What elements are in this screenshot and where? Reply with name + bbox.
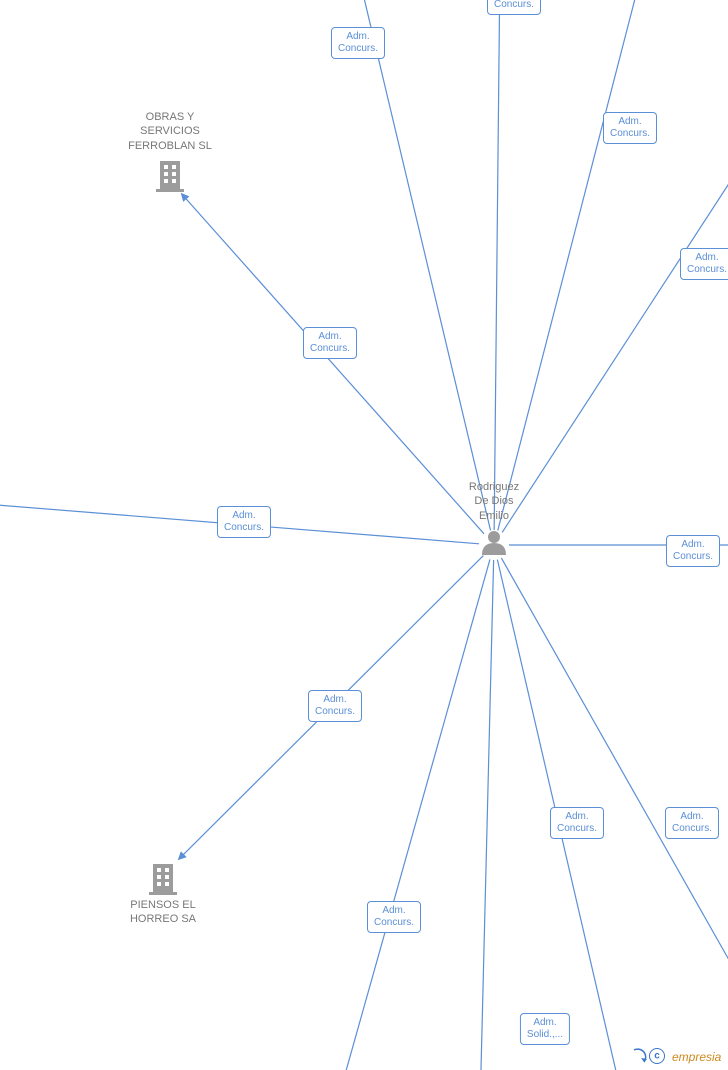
edge-label: Adm.Concurs.: [308, 690, 362, 722]
edge-label: Adm.Concurs.: [550, 807, 604, 839]
graph-edge: [498, 0, 645, 530]
edge-label-line: Adm.: [673, 539, 713, 551]
edge-label-line: Adm.: [315, 694, 355, 706]
edge-label-line: Adm.: [310, 331, 350, 343]
edge-label-line: Concurs.: [672, 823, 712, 835]
edge-label-line: Concurs.: [673, 551, 713, 563]
edge-label-line: Solid.,...: [527, 1029, 563, 1041]
edge-label-line: Adm.: [224, 510, 264, 522]
graph-edge: [181, 193, 484, 533]
person-icon: [482, 531, 506, 555]
edge-label: Adm.Solid.,...: [520, 1013, 570, 1045]
edge-label-line: Concurs.: [374, 917, 414, 929]
edge-label-line: Concurs.: [310, 343, 350, 355]
edge-label-line: Concurs.: [557, 823, 597, 835]
network-graph-canvas: [0, 0, 728, 1070]
center-node-label: Rodriguez De Dios Emilio: [469, 480, 519, 523]
edge-label-line: Concurs.: [338, 43, 378, 55]
building-icon: [149, 864, 177, 895]
graph-edge: [480, 560, 494, 1070]
edge-label: Adm.Concurs.: [487, 0, 541, 15]
edge-label-line: Adm.: [338, 31, 378, 43]
edge-label-line: Adm.: [374, 905, 414, 917]
edge-label-line: Adm.: [610, 116, 650, 128]
edge-label-line: Concurs.: [224, 522, 264, 534]
graph-edge: [502, 105, 728, 532]
edge-label: Adm.Concurs.: [666, 535, 720, 567]
copyright-c: c: [654, 1051, 660, 1062]
edge-label-line: Concurs.: [494, 0, 534, 11]
edge-label-line: Adm.: [672, 811, 712, 823]
graph-edge: [335, 559, 490, 1070]
graph-edge: [494, 0, 500, 530]
edge-label-line: Adm.: [557, 811, 597, 823]
edge-label-line: Concurs.: [315, 706, 355, 718]
edge-label-line: Concurs.: [687, 264, 727, 276]
edge-label-line: Concurs.: [610, 128, 650, 140]
arc-arrow-icon: [630, 1046, 650, 1066]
edge-label: Adm.Concurs.: [665, 807, 719, 839]
node-label: OBRAS Y SERVICIOS FERROBLAN SL: [128, 110, 212, 153]
graph-edge: [355, 0, 491, 530]
edge-label: Adm.Concurs.: [680, 248, 728, 280]
node-label: PIENSOS EL HORREO SA: [130, 898, 196, 927]
edge-label: Adm.Concurs.: [217, 506, 271, 538]
edge-label: Adm.Concurs.: [603, 112, 657, 144]
watermark-text: empresia: [672, 1050, 721, 1064]
edge-label: Adm.Concurs.: [331, 27, 385, 59]
graph-edge: [501, 558, 728, 1050]
building-icon: [156, 161, 184, 192]
edge-label-line: Adm.: [687, 252, 727, 264]
edge-label: Adm.Concurs.: [367, 901, 421, 933]
edge-label: Adm.Concurs.: [303, 327, 357, 359]
edge-label-line: Adm.: [527, 1017, 563, 1029]
